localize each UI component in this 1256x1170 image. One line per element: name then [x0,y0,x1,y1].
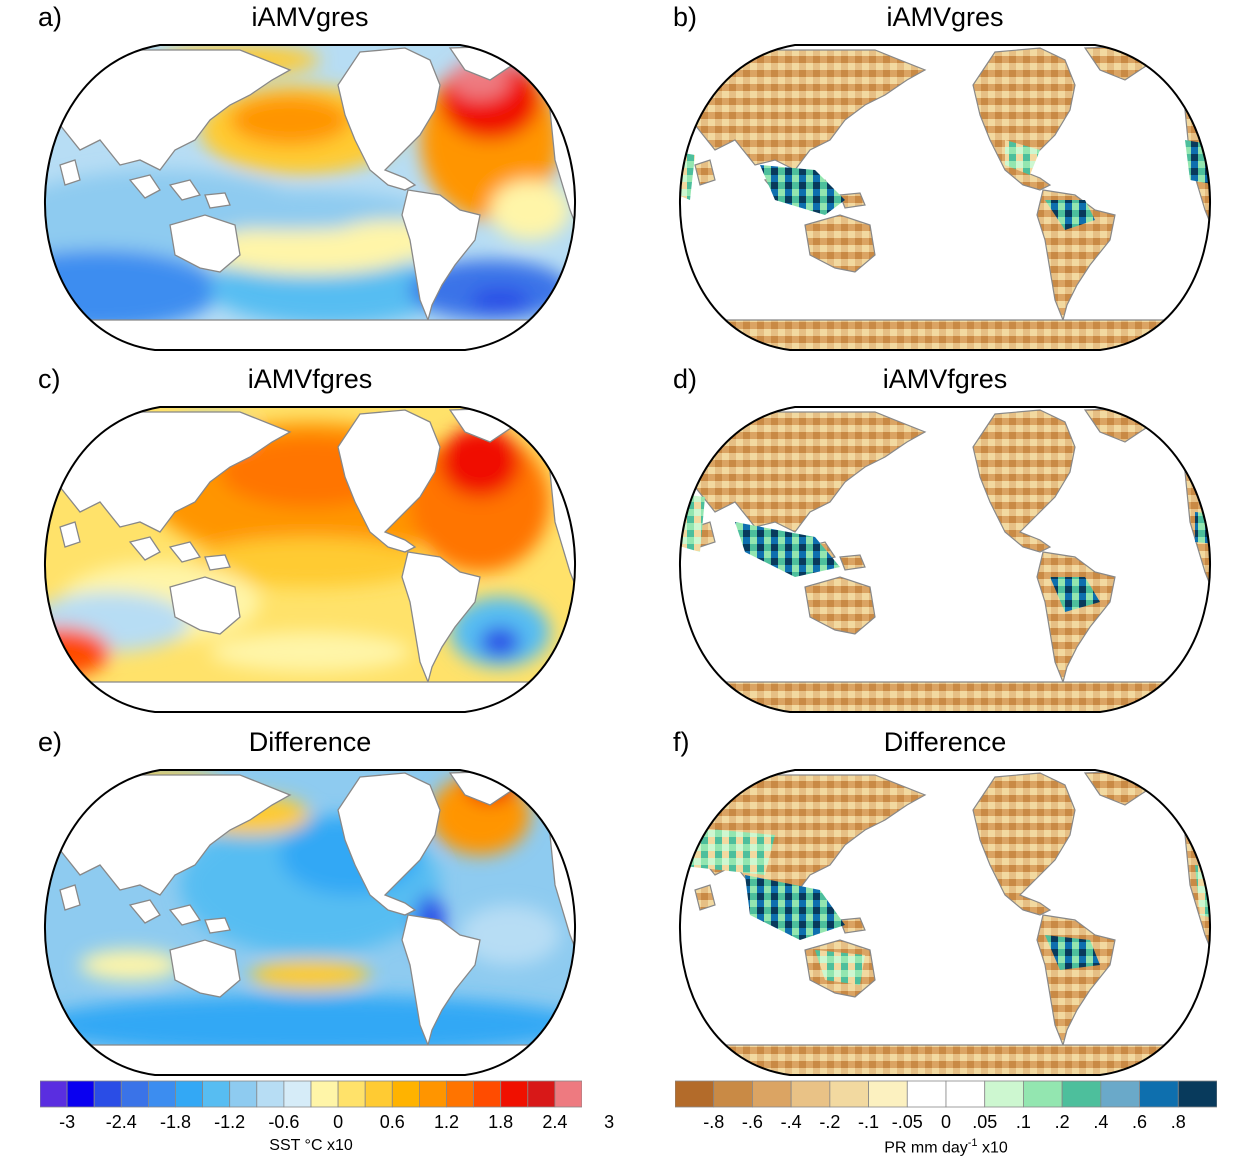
panel-title: Difference [248,727,372,757]
sst-colorbar-ticks: -3 -2.4 -1.8 -1.2 -0.6 0 0.6 1.2 1.8 2.4 3 [40,1112,614,1136]
sst-swatch [229,1080,258,1108]
pr-swatch [945,1080,986,1108]
pr-swatch [1100,1080,1140,1108]
pr-label-sup: -1 [967,1137,978,1149]
pr-label-main: PR mm day [884,1139,968,1157]
sst-map [44,406,576,713]
sst-swatch [500,1080,529,1108]
sst-swatch [527,1080,556,1108]
pr-swatch [1023,1080,1063,1108]
pr-swatch [868,1080,908,1108]
panel-c: c) iAMVfgres [10,362,610,722]
sst-swatch [337,1080,366,1108]
pr-label-end: x10 [977,1139,1008,1157]
pr-tick-label: .1 [1015,1112,1031,1132]
sst-tick-label: 1.8 [488,1112,514,1132]
pr-tick-label: .2 [1054,1112,1070,1132]
sst-tick-label: -3 [59,1112,76,1132]
pr-swatch [1139,1080,1179,1108]
panel-letter: d) [673,364,698,394]
sst-swatch [473,1080,502,1108]
panel-e: e) Difference [10,725,610,1085]
pr-swatch [1061,1080,1102,1108]
pr-tick-label: .4 [1093,1112,1109,1132]
pr-swatch [1177,1080,1217,1108]
pr-swatch [906,1080,947,1108]
sst-swatch [364,1080,393,1108]
sst-tick-label: 1.2 [433,1112,460,1132]
sst-tick-label: 0.6 [379,1112,405,1132]
sst-swatch [256,1080,285,1108]
sst-swatch [446,1080,475,1108]
pr-colorbar-label: PR mm day-1 x10 [884,1137,1008,1157]
sst-tick-label: 2.4 [542,1112,568,1132]
pr-swatch [675,1080,715,1108]
panel-title: Difference [883,727,1007,757]
pr-tick-label: 0 [940,1112,952,1132]
precip-map [679,44,1211,351]
panel-a: a) iAMVgres [10,0,610,360]
pr-swatch [790,1080,831,1108]
sst-swatch [66,1080,95,1108]
panel-d: d) iAMVfgres [645,362,1245,722]
precip-map [679,769,1211,1076]
panel-letter: f) [673,727,690,757]
pr-tick-label: -.05 [891,1112,923,1132]
sst-swatch [283,1080,312,1108]
pr-swatch [984,1080,1024,1108]
panel-letter: a) [38,2,63,32]
pr-tick-label: -.1 [858,1112,880,1132]
panel-title: iAMVgres [886,2,1004,32]
sst-swatch [418,1080,447,1108]
pr-tick-label: -.2 [819,1112,841,1132]
sst-tick-label: 3 [604,1112,615,1132]
sst-swatch [40,1080,68,1108]
pr-tick-label: -.4 [780,1112,802,1132]
sst-swatch [554,1080,582,1108]
sst-swatch [93,1080,122,1108]
sst-map [44,769,576,1076]
panel-letter: c) [38,364,61,394]
pr-tick-label: .8 [1170,1112,1186,1132]
panel-letter: b) [673,2,698,32]
sst-tick-label: -2.4 [105,1112,137,1132]
sst-swatch [310,1080,339,1108]
sst-tick-label: -1.8 [159,1112,192,1132]
pr-tick-label: -.6 [741,1112,763,1132]
panel-title: iAMVgres [251,2,369,32]
panel-letter: e) [38,727,63,757]
sst-colorbar-label: SST °C x10 [269,1137,353,1154]
precip-map [679,406,1211,713]
panel-f: f) Difference [645,725,1245,1085]
sst-tick-label: -1.2 [214,1112,246,1132]
panel-title: iAMVfgres [247,364,373,394]
pr-colorbar-swatches [675,1080,1217,1108]
pr-tick-label: -.8 [703,1112,725,1132]
sst-colorbar: -3 -2.4 -1.8 -1.2 -0.6 0 0.6 1.2 1.8 2.4 3 SST °C … [40,1080,614,1170]
panel-title: iAMVfgres [882,364,1008,394]
sst-swatch [391,1080,420,1108]
sst-swatch [175,1080,204,1108]
pr-tick-label: .05 [972,1112,998,1132]
pr-swatch [713,1080,753,1108]
pr-colorbar: -.8 -.6 -.4 -.2 -.1 -.05 0 .05 .1 .2 .4 .6 .8 PR mm … [675,1080,1217,1170]
sst-swatch [148,1080,176,1108]
sst-colorbar-swatches [40,1080,582,1108]
sst-tick-label: -0.6 [268,1112,300,1132]
panel-b: b) iAMVgres [645,0,1245,360]
sst-map [44,44,576,351]
pr-swatch [829,1080,869,1108]
sst-swatch [120,1080,149,1108]
pr-swatch [752,1080,792,1108]
sst-swatch [202,1080,231,1108]
pr-colorbar-ticks: -.8 -.6 -.4 -.2 -.1 -.05 0 .05 .1 .2 .4 .6 .8 [675,1112,1217,1136]
sst-tick-label: 0 [333,1112,344,1132]
pr-tick-label: .6 [1132,1112,1148,1132]
